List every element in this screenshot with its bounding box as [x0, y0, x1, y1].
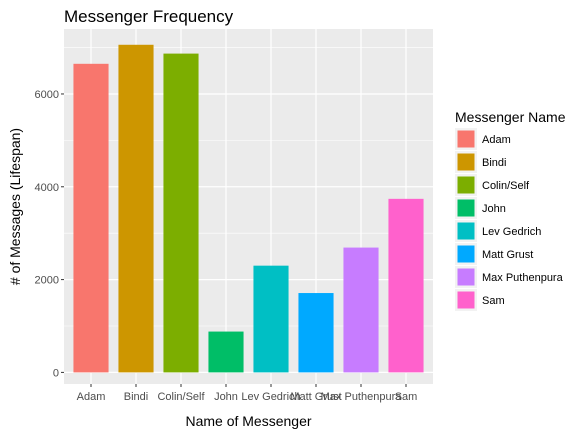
x-tick-label: Lev Gedrich: [241, 391, 300, 403]
bar: [343, 247, 379, 373]
legend-label: Matt Grust: [482, 249, 533, 261]
x-tick-label: Bindi: [124, 391, 148, 403]
legend-label: Sam: [482, 295, 505, 307]
legend-title: Messenger Name: [455, 109, 566, 125]
chart-title: Messenger Frequency: [64, 7, 234, 26]
x-tick-label: Sam: [395, 391, 418, 403]
y-tick-label: 6000: [35, 89, 59, 101]
legend: Adam Bindi Colin/Self John Lev Gedrich Matt G…: [455, 128, 564, 311]
bar: [163, 53, 199, 373]
bars: [73, 44, 424, 373]
bar: [118, 44, 154, 373]
legend-swatch: [457, 291, 475, 309]
legend-label: Colin/Self: [482, 180, 530, 192]
bar: [73, 63, 109, 373]
legend-label: Max Puthenpura: [482, 272, 564, 284]
x-tick-label: Colin/Self: [157, 391, 205, 403]
legend-swatch: [457, 130, 475, 148]
x-tick-label: John: [214, 391, 238, 403]
y-tick-label: 0: [53, 367, 59, 379]
bar: [298, 293, 334, 373]
legend-label: Bindi: [482, 157, 506, 169]
bar: [388, 198, 424, 373]
legend-swatch: [457, 222, 475, 240]
bar: [253, 265, 289, 373]
bar: [208, 331, 244, 373]
y-tick-label: 4000: [35, 182, 59, 194]
legend-label: John: [482, 203, 506, 215]
y-tick-label: 2000: [35, 275, 59, 287]
legend-swatch: [457, 176, 475, 194]
legend-label: Adam: [482, 134, 511, 146]
legend-swatch: [457, 268, 475, 286]
x-tick-label: Adam: [77, 391, 106, 403]
y-axis-title: # of Messages (Lifespan): [7, 128, 23, 285]
x-tick-label: Max Puthenpura: [321, 391, 403, 403]
legend-swatch: [457, 245, 475, 263]
legend-swatch: [457, 153, 475, 171]
legend-swatch: [457, 199, 475, 217]
x-tick-label: Matt Grust: [290, 391, 341, 403]
x-axis-title: Name of Messenger: [185, 413, 311, 429]
legend-label: Lev Gedrich: [482, 226, 541, 238]
y-axis-ticks: 0 2000 4000 6000: [35, 89, 64, 379]
